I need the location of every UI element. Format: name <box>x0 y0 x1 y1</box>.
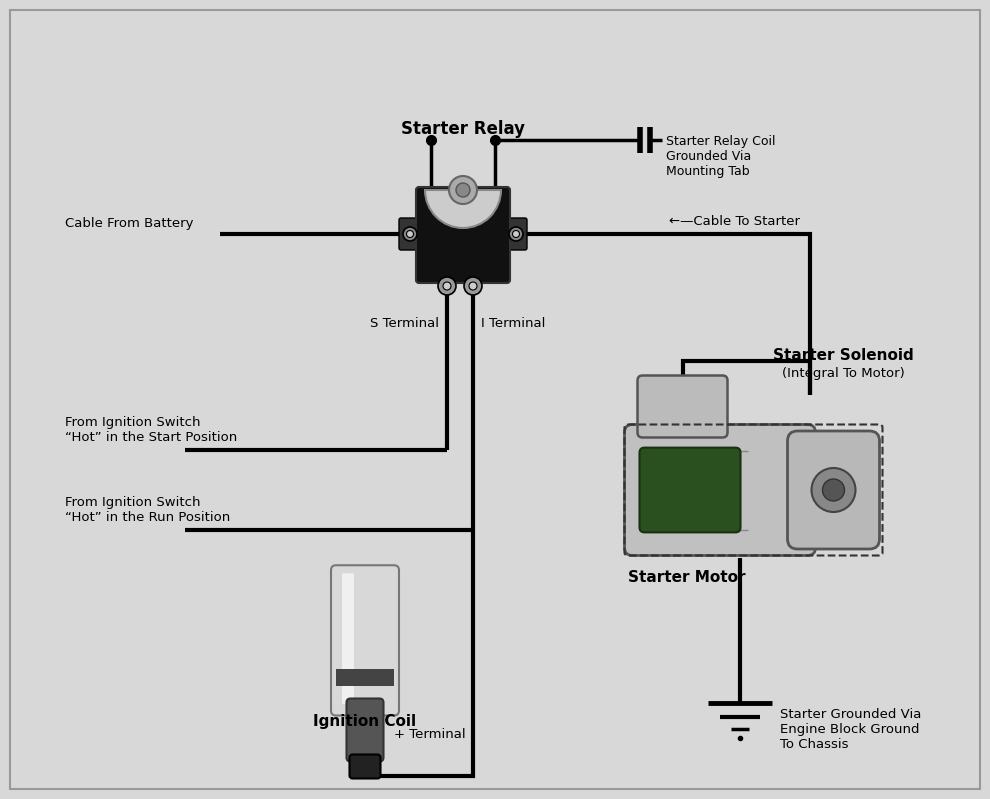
Text: Starter Relay Coil
Grounded Via
Mounting Tab: Starter Relay Coil Grounded Via Mounting… <box>666 135 775 178</box>
Circle shape <box>509 227 523 241</box>
Wedge shape <box>425 190 501 228</box>
Circle shape <box>407 230 414 237</box>
Circle shape <box>513 230 520 237</box>
Text: From Ignition Switch
“Hot” in the Run Position: From Ignition Switch “Hot” in the Run Po… <box>65 496 231 524</box>
FancyBboxPatch shape <box>640 447 741 532</box>
FancyBboxPatch shape <box>349 754 380 778</box>
FancyBboxPatch shape <box>399 218 421 250</box>
FancyBboxPatch shape <box>787 431 879 549</box>
FancyBboxPatch shape <box>505 218 527 250</box>
Text: ←—Cable To Starter: ←—Cable To Starter <box>669 215 800 228</box>
Text: + Terminal: + Terminal <box>393 729 465 741</box>
Circle shape <box>456 183 470 197</box>
Circle shape <box>449 176 477 204</box>
Text: Starter Motor: Starter Motor <box>628 570 745 585</box>
Text: Cable From Battery: Cable From Battery <box>65 217 193 230</box>
Text: Ignition Coil: Ignition Coil <box>314 714 417 729</box>
Text: Starter Solenoid: Starter Solenoid <box>773 348 914 363</box>
Circle shape <box>464 277 482 295</box>
Text: Starter Relay: Starter Relay <box>401 120 525 138</box>
Text: Starter Grounded Via
Engine Block Ground
To Chassis: Starter Grounded Via Engine Block Ground… <box>780 707 922 750</box>
Circle shape <box>469 282 477 290</box>
FancyBboxPatch shape <box>331 565 399 715</box>
FancyBboxPatch shape <box>346 698 383 761</box>
FancyBboxPatch shape <box>416 187 510 283</box>
Circle shape <box>443 282 451 290</box>
FancyBboxPatch shape <box>342 573 354 704</box>
Bar <box>336 670 394 686</box>
Text: (Integral To Motor): (Integral To Motor) <box>782 368 905 380</box>
Circle shape <box>812 468 855 512</box>
Text: From Ignition Switch
“Hot” in the Start Position: From Ignition Switch “Hot” in the Start … <box>65 416 238 444</box>
Circle shape <box>823 479 844 501</box>
Circle shape <box>403 227 417 241</box>
Circle shape <box>438 277 456 295</box>
Text: I Terminal: I Terminal <box>481 317 545 330</box>
Text: S Terminal: S Terminal <box>370 317 439 330</box>
FancyBboxPatch shape <box>625 424 816 555</box>
FancyBboxPatch shape <box>638 376 728 438</box>
